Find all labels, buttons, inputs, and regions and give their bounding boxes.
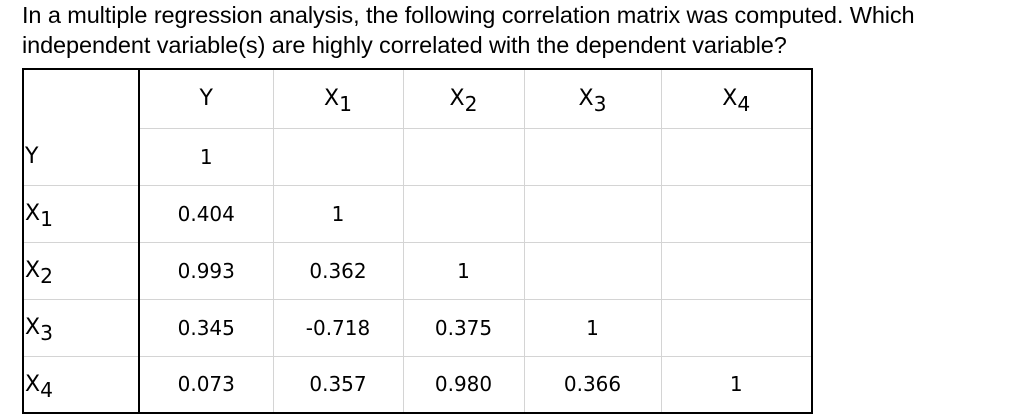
matrix-cell	[523, 184, 662, 243]
column-header-x3: X3	[523, 69, 662, 128]
row-header-label: X	[25, 201, 41, 226]
table-row-y: Y 1	[23, 127, 812, 186]
table-header-row: Y X1 X2 X3 X4	[23, 69, 812, 128]
row-header-x4: X4	[23, 355, 140, 413]
matrix-cell: 0.366	[523, 355, 662, 413]
column-header-label: X	[722, 86, 738, 112]
row-header-x3: X3	[23, 298, 140, 357]
column-header-subscript: 2	[464, 92, 478, 117]
matrix-cell: 0.980	[402, 355, 525, 413]
matrix-cell	[660, 184, 812, 243]
matrix-cell: 1	[402, 241, 525, 300]
row-header-subscript: 3	[40, 321, 53, 346]
row-header-label: X	[25, 315, 41, 340]
matrix-cell: 0.073	[138, 355, 274, 413]
column-header-x1: X1	[272, 69, 404, 128]
matrix-cell: -0.718	[272, 298, 404, 357]
header-corner-cell	[23, 69, 140, 128]
column-header-label: Y	[199, 86, 213, 112]
row-header-label: X	[25, 258, 41, 283]
row-header-x2: X2	[23, 241, 140, 300]
matrix-cell	[272, 127, 404, 186]
row-header-label: X	[25, 371, 41, 397]
table-row-x4: X4 0.073 0.357 0.980 0.366 1	[23, 355, 812, 413]
table-row-x2: X2 0.993 0.362 1	[23, 241, 812, 300]
matrix-cell: 0.357	[272, 355, 404, 413]
matrix-cell: 0.345	[138, 298, 274, 357]
matrix-cell: 1	[660, 355, 812, 413]
column-header-subscript: 1	[339, 92, 352, 117]
matrix-cell: 0.375	[402, 298, 525, 357]
correlation-matrix-table: Y X1 X2 X3 X4 Y 1 X1 0.404 1 X2 0.993 0.…	[22, 68, 813, 414]
row-header-subscript: 1	[40, 207, 53, 232]
matrix-cell	[660, 298, 812, 357]
row-header-y: Y	[23, 128, 140, 186]
column-header-label: X	[324, 86, 340, 112]
matrix-cell	[660, 241, 812, 300]
row-header-subscript: 4	[40, 377, 53, 402]
row-header-x1: X1	[23, 184, 140, 243]
matrix-cell: 0.404	[138, 184, 274, 243]
column-header-x4: X4	[660, 69, 812, 128]
matrix-cell: 0.993	[138, 241, 274, 300]
matrix-cell: 0.362	[272, 241, 404, 300]
row-header-subscript: 2	[40, 264, 53, 289]
matrix-cell: 1	[523, 298, 662, 357]
column-header-label: X	[578, 86, 594, 112]
matrix-cell	[660, 127, 812, 186]
matrix-cell	[523, 127, 662, 186]
matrix-cell: 1	[272, 184, 404, 243]
table-row-x3: X3 0.345 -0.718 0.375 1	[23, 298, 812, 357]
column-header-subscript: 4	[737, 92, 751, 117]
question-text: In a multiple regression analysis, the f…	[22, 2, 915, 58]
matrix-cell	[402, 184, 525, 243]
matrix-cell	[523, 241, 662, 300]
matrix-cell: 1	[138, 127, 274, 186]
table-row-x1: X1 0.404 1	[23, 184, 812, 243]
column-header-label: X	[449, 86, 465, 112]
column-header-x2: X2	[402, 69, 525, 128]
column-header-y: Y	[138, 69, 274, 128]
column-header-subscript: 3	[593, 92, 607, 117]
row-header-label: Y	[25, 143, 39, 169]
matrix-cell	[402, 127, 525, 186]
